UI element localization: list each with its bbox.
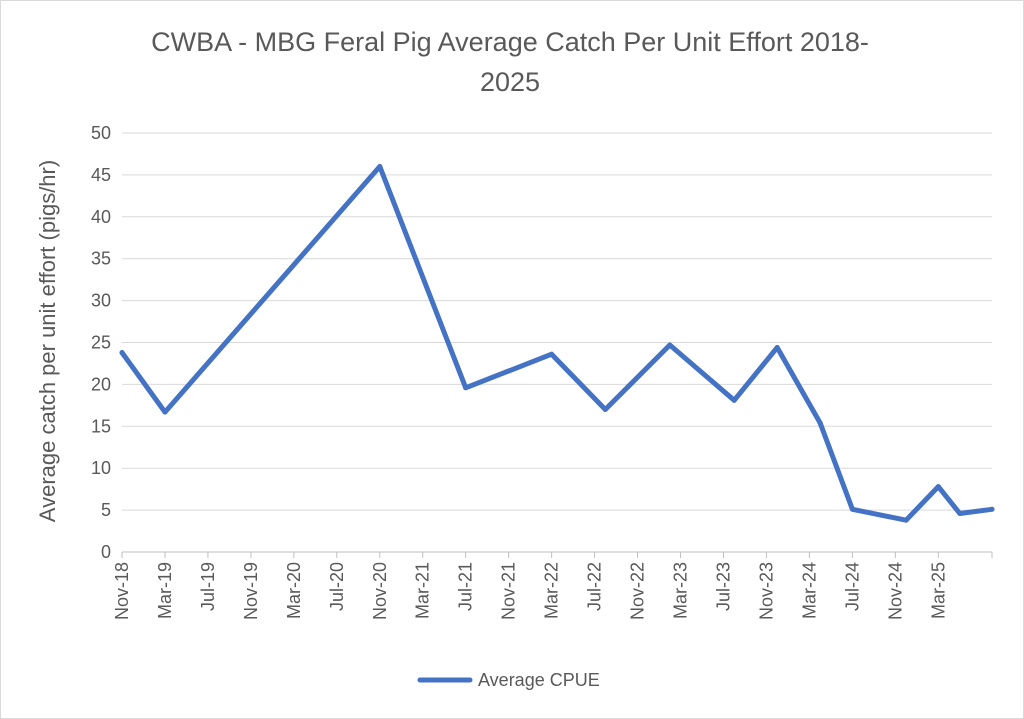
series-line <box>119 164 995 523</box>
chart-title-line-2: 2025 <box>480 67 540 97</box>
x-tick-label: Mar-25 <box>928 562 948 619</box>
y-tick-label: 15 <box>91 416 111 436</box>
data-point <box>935 484 941 490</box>
x-tick-label: Jul-23 <box>713 562 733 611</box>
x-tick-label: Jul-19 <box>198 562 218 611</box>
data-point <box>119 350 125 356</box>
data-point <box>602 407 608 413</box>
legend-label: Average CPUE <box>478 670 600 690</box>
chart-title-line-1: CWBA - MBG Feral Pig Average Catch Per U… <box>151 27 869 57</box>
x-tick-label: Jul-20 <box>327 562 347 611</box>
y-tick-label: 45 <box>91 165 111 185</box>
x-tick-label: Nov-24 <box>885 562 905 620</box>
data-point <box>162 409 168 415</box>
y-tick-label: 25 <box>91 333 111 353</box>
data-point <box>817 420 823 426</box>
data-point <box>463 385 469 391</box>
x-tick-label: Mar-23 <box>671 562 691 619</box>
y-tick-label: 35 <box>91 249 111 269</box>
x-tick-label: Mar-19 <box>155 562 175 619</box>
data-point <box>731 397 737 403</box>
y-tick-label: 0 <box>101 542 111 562</box>
data-point <box>903 517 909 523</box>
x-tick-label: Jul-22 <box>585 562 605 611</box>
y-tick-label: 30 <box>91 291 111 311</box>
data-point <box>989 506 995 512</box>
data-point <box>774 345 780 351</box>
y-tick-label: 40 <box>91 207 111 227</box>
y-tick-label: 5 <box>101 500 111 520</box>
y-tick-label: 50 <box>91 123 111 143</box>
x-tick-label: Nov-18 <box>112 562 132 620</box>
series-average-cpue <box>119 164 995 523</box>
data-point <box>667 342 673 348</box>
x-tick-label: Mar-21 <box>413 562 433 619</box>
x-tick-label: Jul-24 <box>842 562 862 611</box>
x-axis: Nov-18 Mar-19 Jul-19 Nov-19 Mar-20 Jul-20 Nov-… <box>112 551 993 620</box>
x-tick-label: Jul-21 <box>456 562 476 611</box>
gridlines <box>122 132 992 511</box>
x-tick-label: Nov-22 <box>628 562 648 620</box>
y-axis-title: Average catch per unit effort (pigs/hr) <box>35 160 60 522</box>
y-axis-ticks: 0 5 10 15 20 25 30 35 40 45 50 <box>91 123 111 562</box>
x-tick-label: Nov-19 <box>241 562 261 620</box>
data-point <box>549 351 555 357</box>
data-point <box>957 510 963 516</box>
x-tick-label: Nov-23 <box>756 562 776 620</box>
y-tick-label: 10 <box>91 458 111 478</box>
y-tick-label: 20 <box>91 374 111 394</box>
x-tick-label: Mar-24 <box>799 562 819 619</box>
legend: Average CPUE <box>417 670 600 690</box>
x-tick-label: Nov-21 <box>499 562 519 620</box>
x-tick-label: Mar-22 <box>542 562 562 619</box>
data-point <box>849 506 855 512</box>
x-tick-label: Nov-20 <box>370 562 390 620</box>
x-tick-label: Mar-20 <box>284 562 304 619</box>
data-point <box>377 164 383 170</box>
